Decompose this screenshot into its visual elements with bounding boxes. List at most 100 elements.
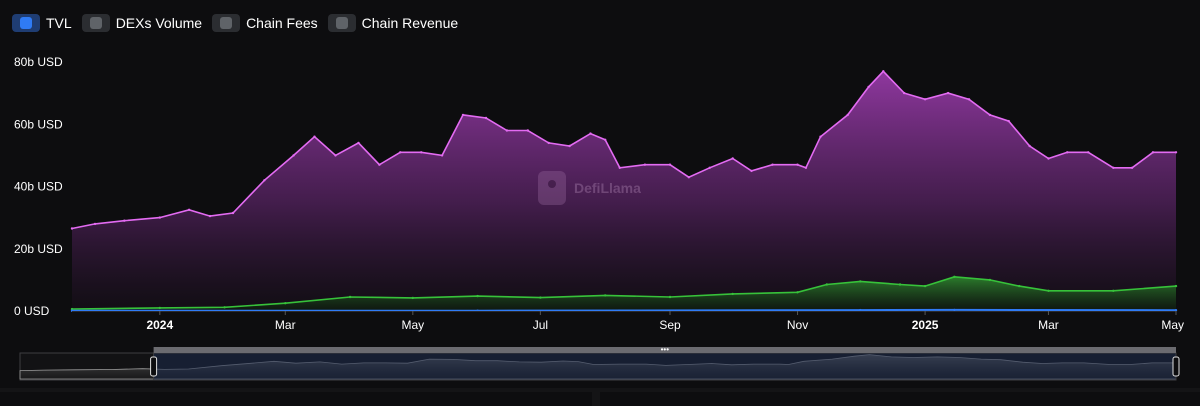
tvl-point [750,169,753,173]
tvl-point [263,179,266,182]
tvl-point [967,98,971,101]
dexs-volume-point [953,275,956,278]
tvl-line [71,70,1176,230]
bottom-card-left [0,392,592,406]
dexs-volume-point [1018,284,1021,288]
tvl-point [867,85,870,89]
dexs-volume-point [1174,284,1178,288]
legend-item-chain-fees[interactable]: Chain Fees [212,14,318,32]
tvl-point [526,129,529,132]
tvl-point [158,216,161,219]
dexs-volume-point [284,302,287,305]
dexs-volume-toggle[interactable] [81,14,110,32]
legend-item-dexs-volume[interactable]: DEXs Volume [81,14,203,32]
dexs-volume-point [604,294,607,297]
chain-fees-point [859,308,862,312]
chain-fees-point [953,308,956,312]
x-tick-label: Sep [659,318,681,332]
tvl-point [313,135,316,138]
dexs-volume-point [348,295,352,299]
x-tick-label: Nov [787,318,808,332]
range-slider-left-handle[interactable] [150,356,158,377]
x-tick-label: May [401,318,424,332]
tvl-point [123,219,126,222]
tvl-point [604,138,607,141]
y-tick-label: 60b USD [14,117,63,131]
legend-item-tvl[interactable]: TVL [12,14,72,32]
tvl-point [70,227,74,230]
tvl-point [461,113,465,117]
tvl-point [420,151,423,154]
tvl-point [505,129,509,132]
tvl-point [1007,119,1010,123]
dexs-volume-point [1047,289,1050,292]
dexs-volume-line [71,275,1177,310]
tvl-point [1028,144,1031,148]
chain-fees-line [71,308,1177,312]
tvl-point [292,154,295,157]
tvl-point [440,154,444,157]
x-tick-label: 2024 [146,318,173,332]
dexs-volume-point [898,283,902,286]
dexs-volume-point [223,306,226,309]
legend-item-chain-revenue[interactable]: Chain Revenue [327,14,459,32]
tvl-point [643,163,647,166]
chain-revenue-toggle[interactable] [327,14,356,32]
tvl-point [946,91,950,95]
toggle-knob-icon [220,17,233,29]
tvl-point [568,144,571,148]
dexs-volume-point [825,283,828,286]
tvl-point [547,141,550,145]
y-tick-label: 0 USD [14,304,50,318]
x-axis: 2024 Mar May Jul Sep Nov 2025 Mar May [72,311,1184,332]
y-tick-label: 80b USD [14,55,63,69]
tvl-toggle[interactable] [12,14,40,32]
dexs-volume-point [923,284,927,288]
drag-dots-icon: ••• [661,345,670,354]
tvl-point [1112,166,1115,169]
tvl-point [988,113,992,117]
tvl-point [357,141,360,145]
tvl-point [93,222,97,226]
legend-label-chain-revenue: Chain Revenue [361,15,459,31]
bottom-card-right [600,392,1200,406]
tvl-point [208,214,212,218]
legend-label-dexs-volume: DEXs Volume [115,15,203,31]
legend-label-chain-fees: Chain Fees [246,15,318,31]
tvl-point [846,113,849,117]
chain-fees-point [1174,309,1178,312]
watermark-logo-icon [538,171,566,205]
y-tick-label: 20b USD [14,242,63,256]
tvl-point [1087,151,1090,154]
legend-label-tvl: TVL [46,15,72,31]
range-slider-drag-bar[interactable] [153,347,1177,353]
dexs-volume-point [859,280,862,283]
tvl-point [923,98,927,101]
tvl-point [687,176,690,179]
tvl-point [484,116,488,120]
chart-panel: TVL DEXs Volume Chain Fees Chain Revenue [12,14,1184,381]
watermark-text: DefiLlama [574,180,641,196]
tvl-point [796,163,799,166]
x-tick-label: Mar [275,318,296,332]
toggle-knob-icon [20,17,32,29]
range-slider-selection[interactable] [153,352,1177,381]
tvl-point [187,208,191,211]
dexs-volume-point [1112,289,1115,292]
x-tick-label: May [1161,318,1184,332]
tvl-point [1047,157,1050,160]
tvl-point [334,154,337,157]
dexs-volume-point [796,291,799,294]
tvl-point [903,91,906,95]
dexs-volume-point [731,292,734,296]
range-slider[interactable]: ••• [19,345,1180,381]
y-tick-label: 40b USD [14,180,63,194]
tvl-area [72,71,1176,311]
range-slider-right-handle[interactable] [1172,356,1180,377]
watermark-logo-eye-icon [548,180,556,188]
tvl-point [1066,151,1069,154]
dexs-volume-point [411,296,414,300]
tvl-point [618,166,621,169]
tvl-point [708,166,711,169]
chain-fees-toggle[interactable] [212,14,241,32]
